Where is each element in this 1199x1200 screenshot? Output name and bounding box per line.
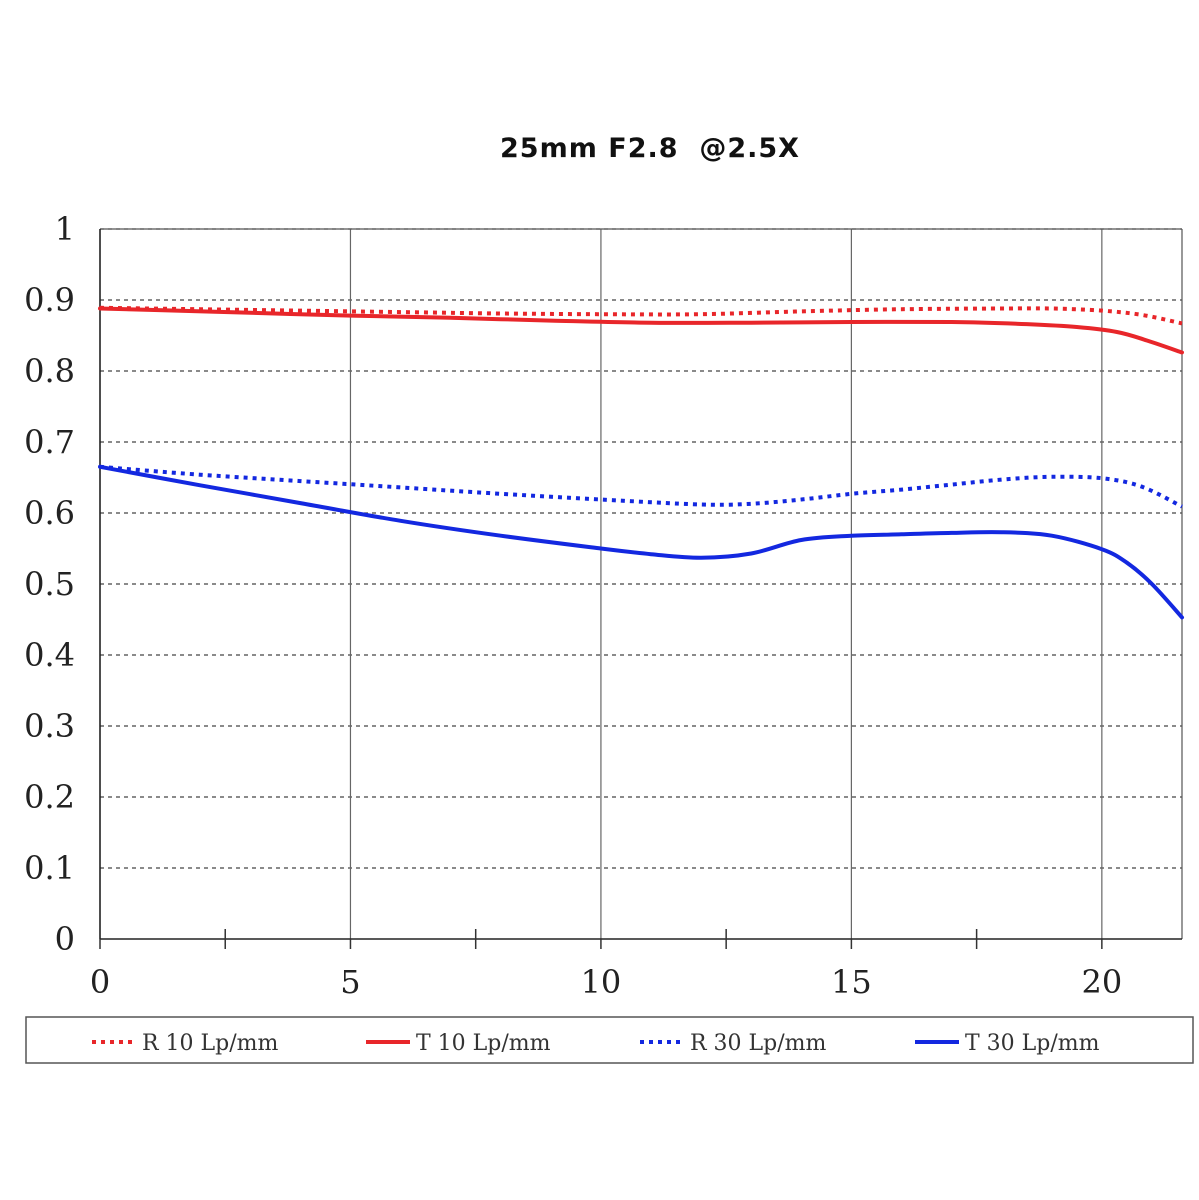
series-line-t-10-lp-mm bbox=[98, 306, 1184, 355]
y-tick-label: 0.9 bbox=[24, 281, 75, 319]
plot-series bbox=[98, 305, 1184, 620]
x-tick-label: 15 bbox=[831, 963, 872, 1001]
y-tick-label: 0.2 bbox=[24, 778, 75, 816]
y-tick-label: 0.6 bbox=[24, 494, 75, 532]
axes bbox=[99, 228, 1183, 940]
series-line-t-30-lp-mm bbox=[98, 464, 1184, 620]
y-tick-label: 0.7 bbox=[24, 423, 75, 461]
y-tick-label: 0.8 bbox=[24, 352, 75, 390]
legend-label: T 10 Lp/mm bbox=[416, 1031, 551, 1056]
x-tick-label: 20 bbox=[1081, 963, 1122, 1001]
x-tick-label: 5 bbox=[340, 963, 360, 1001]
x-axis-ticks: 0 5 10 15 20 bbox=[90, 929, 1122, 1001]
legend-label: R 10 Lp/mm bbox=[142, 1031, 279, 1056]
legend: R 10 Lp/mm T 10 Lp/mm R 30 Lp/mm T 30 Lp/mm bbox=[25, 1016, 1194, 1064]
x-tick-label: 10 bbox=[581, 963, 622, 1001]
series-line-r-10-lp-mm bbox=[99, 305, 1183, 326]
legend-box bbox=[25, 1016, 1194, 1064]
y-axis-ticks: 0 0.1 0.2 0.3 0.4 0.5 0.6 0.7 0.8 0.9 1 bbox=[24, 210, 75, 958]
y-tick-label: 0.3 bbox=[24, 707, 75, 745]
y-tick-label: 0.5 bbox=[24, 565, 75, 603]
y-tick-label: 0.1 bbox=[24, 849, 75, 887]
chart-title: 25mm F2.8 @2.5X bbox=[500, 133, 800, 164]
legend-label: R 30 Lp/mm bbox=[690, 1031, 827, 1056]
y-tick-label: 1 bbox=[55, 210, 75, 248]
grid bbox=[100, 228, 1182, 939]
series-line-r-30-lp-mm bbox=[99, 464, 1183, 509]
x-tick-label: 0 bbox=[90, 963, 110, 1001]
legend-label: T 30 Lp/mm bbox=[965, 1031, 1100, 1056]
y-tick-label: 0.4 bbox=[24, 636, 75, 674]
y-tick-label: 0 bbox=[55, 920, 75, 958]
